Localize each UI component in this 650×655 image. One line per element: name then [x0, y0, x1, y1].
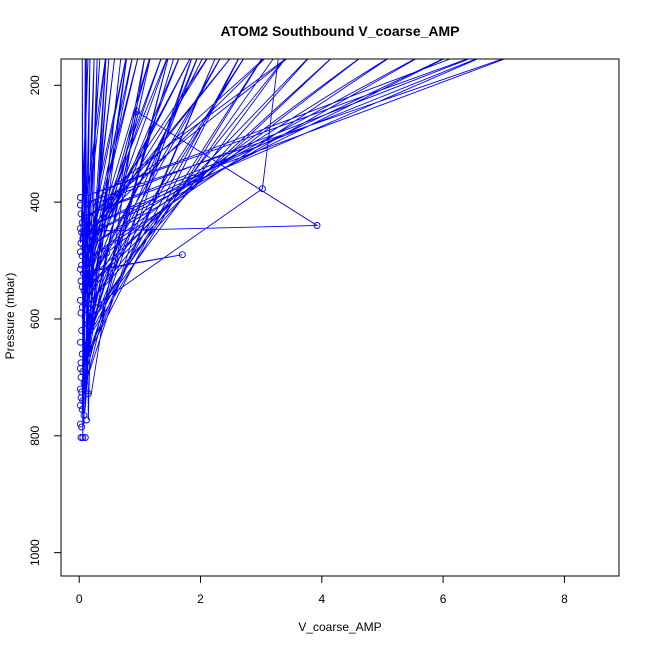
data-point: [77, 434, 85, 441]
data-point: [76, 338, 84, 346]
data-point: [78, 283, 86, 291]
data-point: [84, 390, 92, 398]
data-point: [76, 224, 84, 232]
data-point: [103, 249, 110, 257]
data-point: [258, 185, 266, 193]
y-axis-label: Pressure (mbar): [3, 273, 17, 360]
plot-frame: [60, 58, 620, 577]
data-point: [87, 318, 95, 326]
chart-title: ATOM2 Southbound V_coarse_AMP: [220, 23, 459, 39]
data-point: [78, 327, 86, 335]
x-tick-label: 4: [318, 592, 325, 606]
data-point: [78, 423, 86, 431]
data-point: [76, 248, 84, 256]
data-point: [133, 108, 141, 116]
data-point: [178, 251, 186, 259]
data-point: [76, 201, 84, 209]
x-tick-label: 0: [76, 592, 83, 606]
data-point: [83, 416, 90, 424]
data-point: [81, 434, 89, 441]
data-point: [76, 194, 84, 201]
data-point: [77, 309, 85, 317]
plot-area: [76, 59, 506, 441]
series-line: [79, 59, 506, 438]
x-tick-label: 2: [197, 592, 204, 606]
data-point: [76, 401, 84, 409]
data-point: [79, 434, 87, 441]
y-tick-label: 800: [28, 425, 42, 445]
data-point: [79, 269, 87, 277]
data-point: [80, 244, 88, 252]
y-tick-label: 600: [28, 309, 42, 329]
y-tick-label: 400: [28, 192, 42, 212]
data-point: [81, 257, 89, 264]
data-point: [77, 210, 85, 218]
data-point: [78, 252, 86, 260]
data-point: [79, 234, 87, 242]
data-point: [76, 296, 84, 304]
x-axis-label: V_coarse_AMP: [298, 620, 381, 634]
data-point: [313, 222, 321, 229]
data-point: [87, 277, 95, 285]
y-axis: 200 400 600 800 1000: [28, 75, 62, 566]
data-point: [77, 373, 85, 381]
data-point: [78, 261, 86, 269]
data-point: [80, 287, 88, 295]
data-point: [80, 379, 88, 387]
data-point: [78, 350, 86, 358]
x-tick-label: 6: [440, 592, 447, 606]
y-tick-label: 1000: [28, 539, 42, 566]
y-tick-label: 200: [28, 75, 42, 95]
x-axis: 0 2 4 6 8: [76, 575, 568, 606]
x-tick-label: 8: [561, 592, 568, 606]
